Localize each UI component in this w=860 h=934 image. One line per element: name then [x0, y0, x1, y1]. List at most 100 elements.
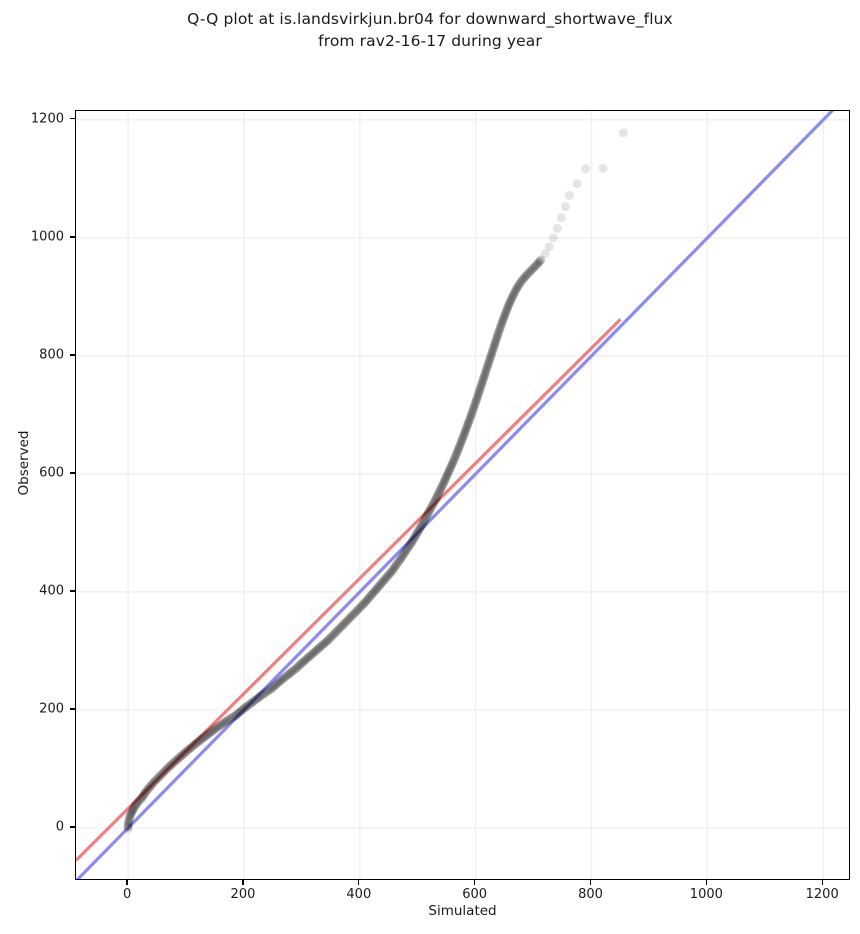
scatter-point	[387, 566, 397, 576]
scatter-point	[501, 308, 511, 317]
scatter-point	[487, 349, 497, 359]
scatter-point	[462, 421, 472, 431]
scatter-point	[485, 353, 495, 363]
scatter-point	[379, 576, 389, 586]
scatter-point	[256, 691, 266, 701]
scatter-point	[166, 760, 176, 770]
scatter-point	[401, 546, 411, 556]
scatter-point	[481, 365, 491, 375]
scatter-point	[128, 804, 138, 814]
scatter-point	[480, 368, 490, 378]
scatter-point	[180, 748, 190, 758]
scatter-point	[481, 366, 491, 376]
scatter-point	[132, 799, 142, 809]
scatter-point	[343, 615, 353, 625]
scatter-point	[434, 488, 444, 498]
scatter-point	[470, 399, 480, 409]
scatter-point	[459, 431, 468, 441]
scatter-point	[477, 379, 487, 389]
scatter-point	[216, 720, 226, 730]
scatter-point	[414, 525, 424, 535]
scatter-point	[520, 272, 530, 282]
scatter-point	[367, 590, 377, 600]
scatter-point	[178, 749, 188, 759]
scatter-point	[490, 340, 500, 350]
scatter-point	[491, 337, 501, 347]
scatter-point	[145, 782, 155, 792]
scatter-point	[397, 552, 407, 562]
scatter-point	[498, 314, 508, 324]
scatter-point	[213, 722, 223, 732]
scatter-point	[443, 468, 453, 478]
scatter-point	[508, 292, 517, 302]
scatter-point	[190, 739, 200, 749]
scatter-point	[339, 619, 349, 629]
scatter-point	[125, 811, 135, 821]
scatter-point	[165, 761, 175, 771]
scatter-point	[520, 272, 530, 282]
scatter-point	[552, 223, 562, 233]
scatter-point	[496, 320, 506, 330]
scatter-point	[505, 297, 515, 307]
scatter-point	[137, 792, 147, 802]
scatter-point	[510, 287, 520, 297]
scatter-point	[285, 668, 295, 678]
scatter-point	[308, 648, 318, 658]
scatter-point	[332, 626, 342, 636]
scatter-point	[445, 464, 455, 474]
scatter-point	[232, 709, 242, 719]
scatter-point	[425, 506, 435, 516]
scatter-point	[340, 618, 350, 628]
scatter-point	[504, 300, 514, 310]
scatter-point	[484, 358, 494, 368]
scatter-point	[506, 295, 516, 305]
y-tick-mark	[70, 708, 75, 710]
scatter-point	[195, 735, 205, 745]
scatter-point	[548, 233, 558, 243]
scatter-point	[361, 596, 371, 606]
scatter-point	[242, 701, 252, 711]
scatter-point	[511, 284, 521, 294]
scatter-point	[517, 276, 527, 286]
scatter-point	[457, 435, 467, 445]
scatter-point	[479, 373, 489, 383]
scatter-point	[485, 353, 495, 363]
scatter-point	[182, 746, 192, 756]
scatter-point	[226, 713, 236, 723]
scatter-point	[478, 376, 488, 386]
scatter-point	[365, 592, 375, 602]
scatter-point	[146, 781, 156, 791]
scatter-point	[240, 703, 250, 713]
scatter-point	[499, 313, 509, 323]
scatter-point	[487, 347, 497, 357]
scatter-point	[489, 341, 499, 351]
scatter-point	[215, 720, 225, 730]
scatter-point	[194, 736, 204, 746]
x-tick-label: 200	[230, 887, 256, 902]
scatter-point	[281, 671, 291, 681]
scatter-point	[432, 491, 442, 501]
scatter-point	[172, 755, 182, 765]
scatter-point	[533, 259, 543, 269]
scatter-point	[292, 662, 302, 672]
scatter-point	[384, 570, 394, 580]
scatter-point	[308, 648, 318, 658]
scatter-point	[510, 286, 520, 296]
scatter-point	[455, 439, 465, 449]
scatter-point	[338, 620, 348, 630]
scatter-point	[218, 719, 228, 729]
scatter-point	[138, 792, 148, 802]
scatter-point	[399, 549, 409, 559]
scatter-point	[272, 679, 282, 689]
scatter-point	[468, 404, 478, 414]
scatter-point	[202, 730, 212, 740]
scatter-point	[243, 700, 253, 710]
scatter-point	[413, 527, 423, 537]
scatter-point	[463, 418, 473, 428]
scatter-point	[191, 738, 201, 748]
scatter-point	[391, 560, 401, 570]
scatter-point	[350, 608, 360, 618]
scatter-point	[329, 629, 339, 639]
scatter-point	[457, 434, 467, 444]
scatter-point	[152, 774, 162, 784]
